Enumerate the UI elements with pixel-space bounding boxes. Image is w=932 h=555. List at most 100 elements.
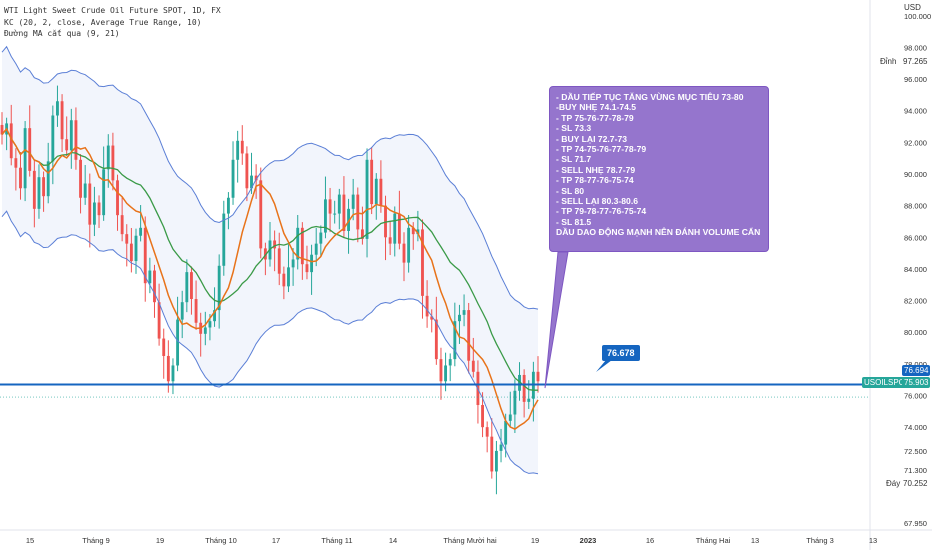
candle-body [448, 359, 452, 366]
candle-body [263, 248, 267, 260]
candle-body [273, 240, 277, 249]
candle-body [296, 227, 300, 260]
candle-body [111, 145, 115, 181]
high-value: 97.265 [903, 57, 928, 66]
time-tick-label: 19 [156, 536, 164, 545]
candle-body [393, 213, 397, 244]
candle-body [379, 178, 383, 206]
candle-body [37, 177, 41, 209]
price-tick-label: 90.000 [904, 170, 927, 179]
callout-line: - SL 80 [556, 185, 585, 196]
candle-body [458, 314, 461, 322]
callout-line: -BUY NHẸ 74.1-74.5 [556, 102, 637, 113]
candle-body [421, 229, 424, 296]
candle-body [282, 273, 286, 287]
candle-body [291, 259, 295, 268]
time-tick-label: Tháng 11 [321, 536, 352, 545]
candle-body [153, 270, 156, 303]
candle-body [60, 101, 64, 140]
callout-line: - TP 79-78-77-76-75-74 [556, 206, 647, 217]
callout-line: - SL 73.3 [556, 123, 592, 134]
time-tick-label: Tháng Mười hai [443, 536, 497, 545]
time-tick-label: 2023 [580, 536, 597, 545]
currency-label: USD [904, 3, 921, 12]
candle-body [508, 414, 512, 421]
candle-body [157, 302, 161, 339]
candle-body [0, 124, 4, 135]
high-label: Đỉnh [880, 57, 897, 66]
callout-line: - BUY LẠI 72.7-73 [556, 133, 628, 144]
price-tick-label: 74.000 [904, 423, 927, 432]
candle-body [416, 229, 420, 235]
candle-body [190, 272, 193, 300]
callout-line: - SELL LẠI 80.3-80.6 [556, 196, 638, 207]
low-label: Đáy [886, 479, 901, 488]
candle-body [245, 153, 249, 189]
candle-body [42, 177, 46, 197]
candle-body [106, 145, 110, 170]
candle-body [180, 302, 184, 320]
candle-body [143, 227, 147, 284]
candle-body [467, 310, 471, 361]
candle-body [88, 183, 92, 225]
last-price-badge: 75.903 [902, 377, 931, 388]
candle-body [536, 371, 540, 382]
ma-slow-line [1, 127, 538, 391]
legend-symbol-line: WTI Light Sweet Crude Oil Future SPOT, 1… [4, 6, 221, 15]
candle-body [481, 405, 484, 428]
candle-body [32, 170, 36, 209]
price-tick-label: 67.950 [904, 519, 927, 528]
candle-body [250, 175, 253, 189]
candle-body [471, 360, 475, 372]
candle-body [79, 159, 82, 198]
price-tick-label: 86.000 [904, 233, 927, 242]
candle-body [9, 123, 13, 159]
time-tick-label: 13 [869, 536, 877, 545]
time-tick-label: Tháng 9 [82, 536, 110, 545]
candle-body [337, 194, 341, 214]
candle-body [518, 374, 521, 391]
candle-body [314, 243, 318, 255]
candle-body [287, 267, 290, 287]
candle-body [56, 101, 59, 116]
candle-body [14, 158, 18, 168]
time-tick-label: Tháng 10 [205, 536, 237, 545]
candle-body [69, 120, 73, 151]
legend-ma-line: Đường MA cắt qua (9, 21) [4, 29, 120, 38]
candle-body [324, 199, 327, 233]
price-tick-label: 72.500 [904, 447, 927, 456]
candle-body [148, 270, 152, 284]
candle-body [23, 128, 27, 189]
hline-price-label[interactable]: 76.678 [602, 345, 640, 361]
callout-line: - SL 81.5 [556, 216, 592, 227]
price-tick-label: 71.300 [904, 466, 927, 475]
callout-line: - SELL NHẸ 78.7-79 [556, 164, 636, 175]
time-tick-label: 15 [26, 536, 34, 545]
candle-body [305, 264, 309, 273]
candle-body [522, 374, 526, 402]
candle-body [513, 390, 517, 415]
candle-body [333, 213, 337, 215]
candle-body [185, 272, 189, 303]
candle-body [402, 243, 406, 263]
candle-body [51, 115, 55, 162]
price-tick-label: 82.000 [904, 297, 927, 306]
hline-label-pointer [596, 360, 612, 372]
symbol-badge: USOILSPOT [862, 377, 912, 388]
trade-note-callout[interactable]: - DẦU TIẾP TỤC TĂNG VÙNG MỤC TIÊU 73-80-… [549, 86, 769, 252]
price-tick-label: 96.000 [904, 75, 927, 84]
candle-body [240, 140, 244, 154]
time-tick-label: Tháng Hai [696, 536, 731, 545]
candle-body [342, 194, 346, 231]
candle-body [374, 178, 378, 205]
candle-body [171, 365, 175, 382]
hline-axis-price: 76.694 [902, 365, 931, 376]
callout-line: - TP 75-76-77-78-79 [556, 112, 634, 123]
candle-body [356, 194, 360, 230]
candle-body [462, 310, 466, 315]
legend-keltner-line: KC (20, 2, close, Average True Range, 10… [4, 17, 202, 27]
price-tick-label: 92.000 [904, 138, 927, 147]
candle-body [176, 319, 180, 366]
